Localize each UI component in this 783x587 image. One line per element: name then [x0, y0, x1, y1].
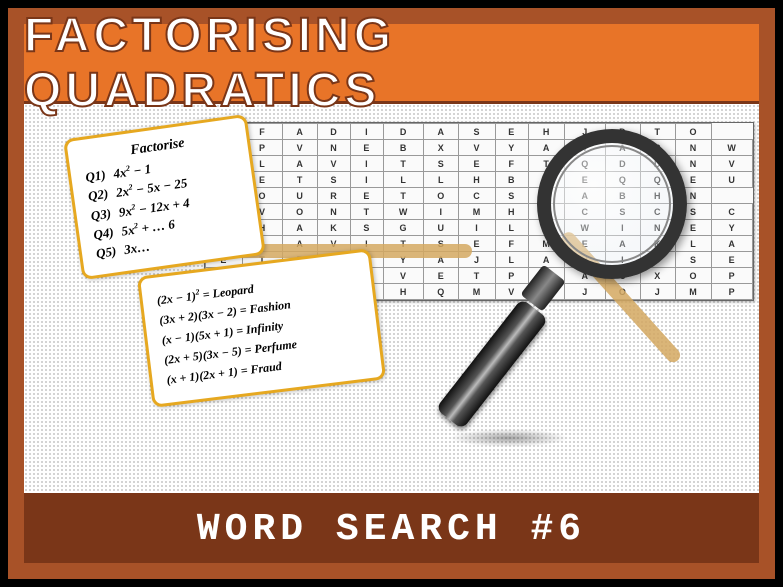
content-area: BFADIDASEHJDTOUPVNEBXVYAVARNWSLAVITSEFTQ… — [24, 104, 759, 493]
wordsearch-cell: E — [424, 268, 459, 284]
wordsearch-cell: T — [350, 204, 383, 220]
wordsearch-cell: O — [424, 188, 459, 204]
wordsearch-cell: A — [424, 124, 459, 140]
magnifier-handle — [436, 298, 549, 429]
wordsearch-cell: L — [383, 172, 424, 188]
wordsearch-cell: R — [318, 188, 351, 204]
wordsearch-cell: S — [318, 172, 351, 188]
outer-frame: FACTORISING QUADRATICS BFADIDASEHJDTOUPV… — [8, 8, 775, 579]
wordsearch-cell: H — [383, 284, 424, 300]
wordsearch-cell: T — [283, 172, 318, 188]
wordsearch-cell: O — [283, 204, 318, 220]
wordsearch-cell: V — [383, 268, 424, 284]
footer-title: WORD SEARCH #6 — [197, 508, 586, 551]
wordsearch-cell: N — [318, 140, 351, 156]
wordsearch-cell: W — [383, 204, 424, 220]
wordsearch-cell: A — [283, 124, 318, 140]
question-label: Q3) — [90, 205, 112, 224]
wordsearch-cell: E — [350, 140, 383, 156]
magnifier-lens — [537, 129, 687, 279]
wordsearch-cell: I — [350, 172, 383, 188]
wordsearch-cell: G — [383, 220, 424, 236]
wordsearch-cell: U — [283, 188, 318, 204]
question-label: Q1) — [84, 167, 106, 186]
wordsearch-cell: I — [424, 204, 459, 220]
wordsearch-cell: V — [318, 156, 351, 172]
wordsearch-cell: I — [350, 124, 383, 140]
wordsearch-cell: N — [318, 204, 351, 220]
question-eq: 3x… — [123, 239, 151, 258]
wordsearch-cell: V — [283, 140, 318, 156]
footer-bar: WORD SEARCH #6 — [24, 493, 759, 563]
wordsearch-cell: U — [424, 220, 459, 236]
wordsearch-cell: D — [383, 124, 424, 140]
wordsearch-cell: A — [283, 156, 318, 172]
wordsearch-cell: I — [350, 156, 383, 172]
question-label: Q5) — [95, 244, 117, 263]
answers-card: (2x − 1)2 = Leopard(3x + 2)(3x − 2) = Fa… — [137, 248, 386, 408]
question-eq: 4x2 − 1 — [112, 161, 152, 182]
wordsearch-cell: K — [318, 220, 351, 236]
wordsearch-cell: B — [383, 140, 424, 156]
wordsearch-cell: S — [424, 156, 459, 172]
magnifier-shadow — [449, 429, 569, 447]
questions-card: Factorise Q1)4x2 − 1Q2)2x2 − 5x − 25Q3)9… — [63, 114, 266, 281]
wordsearch-cell: S — [350, 220, 383, 236]
wordsearch-cell: X — [424, 140, 459, 156]
wordsearch-cell: Q — [424, 284, 459, 300]
wordsearch-cell: T — [383, 156, 424, 172]
question-label: Q2) — [87, 186, 109, 205]
header-bar: FACTORISING QUADRATICS — [24, 24, 759, 104]
page-title: FACTORISING QUADRATICS — [24, 8, 759, 118]
wordsearch-cell: T — [383, 188, 424, 204]
question-label: Q4) — [92, 224, 114, 243]
wordsearch-cell: A — [283, 220, 318, 236]
wordsearch-cell: L — [424, 172, 459, 188]
magnifier-icon — [469, 129, 729, 439]
wordsearch-cell: E — [350, 188, 383, 204]
wordsearch-cell: D — [318, 124, 351, 140]
